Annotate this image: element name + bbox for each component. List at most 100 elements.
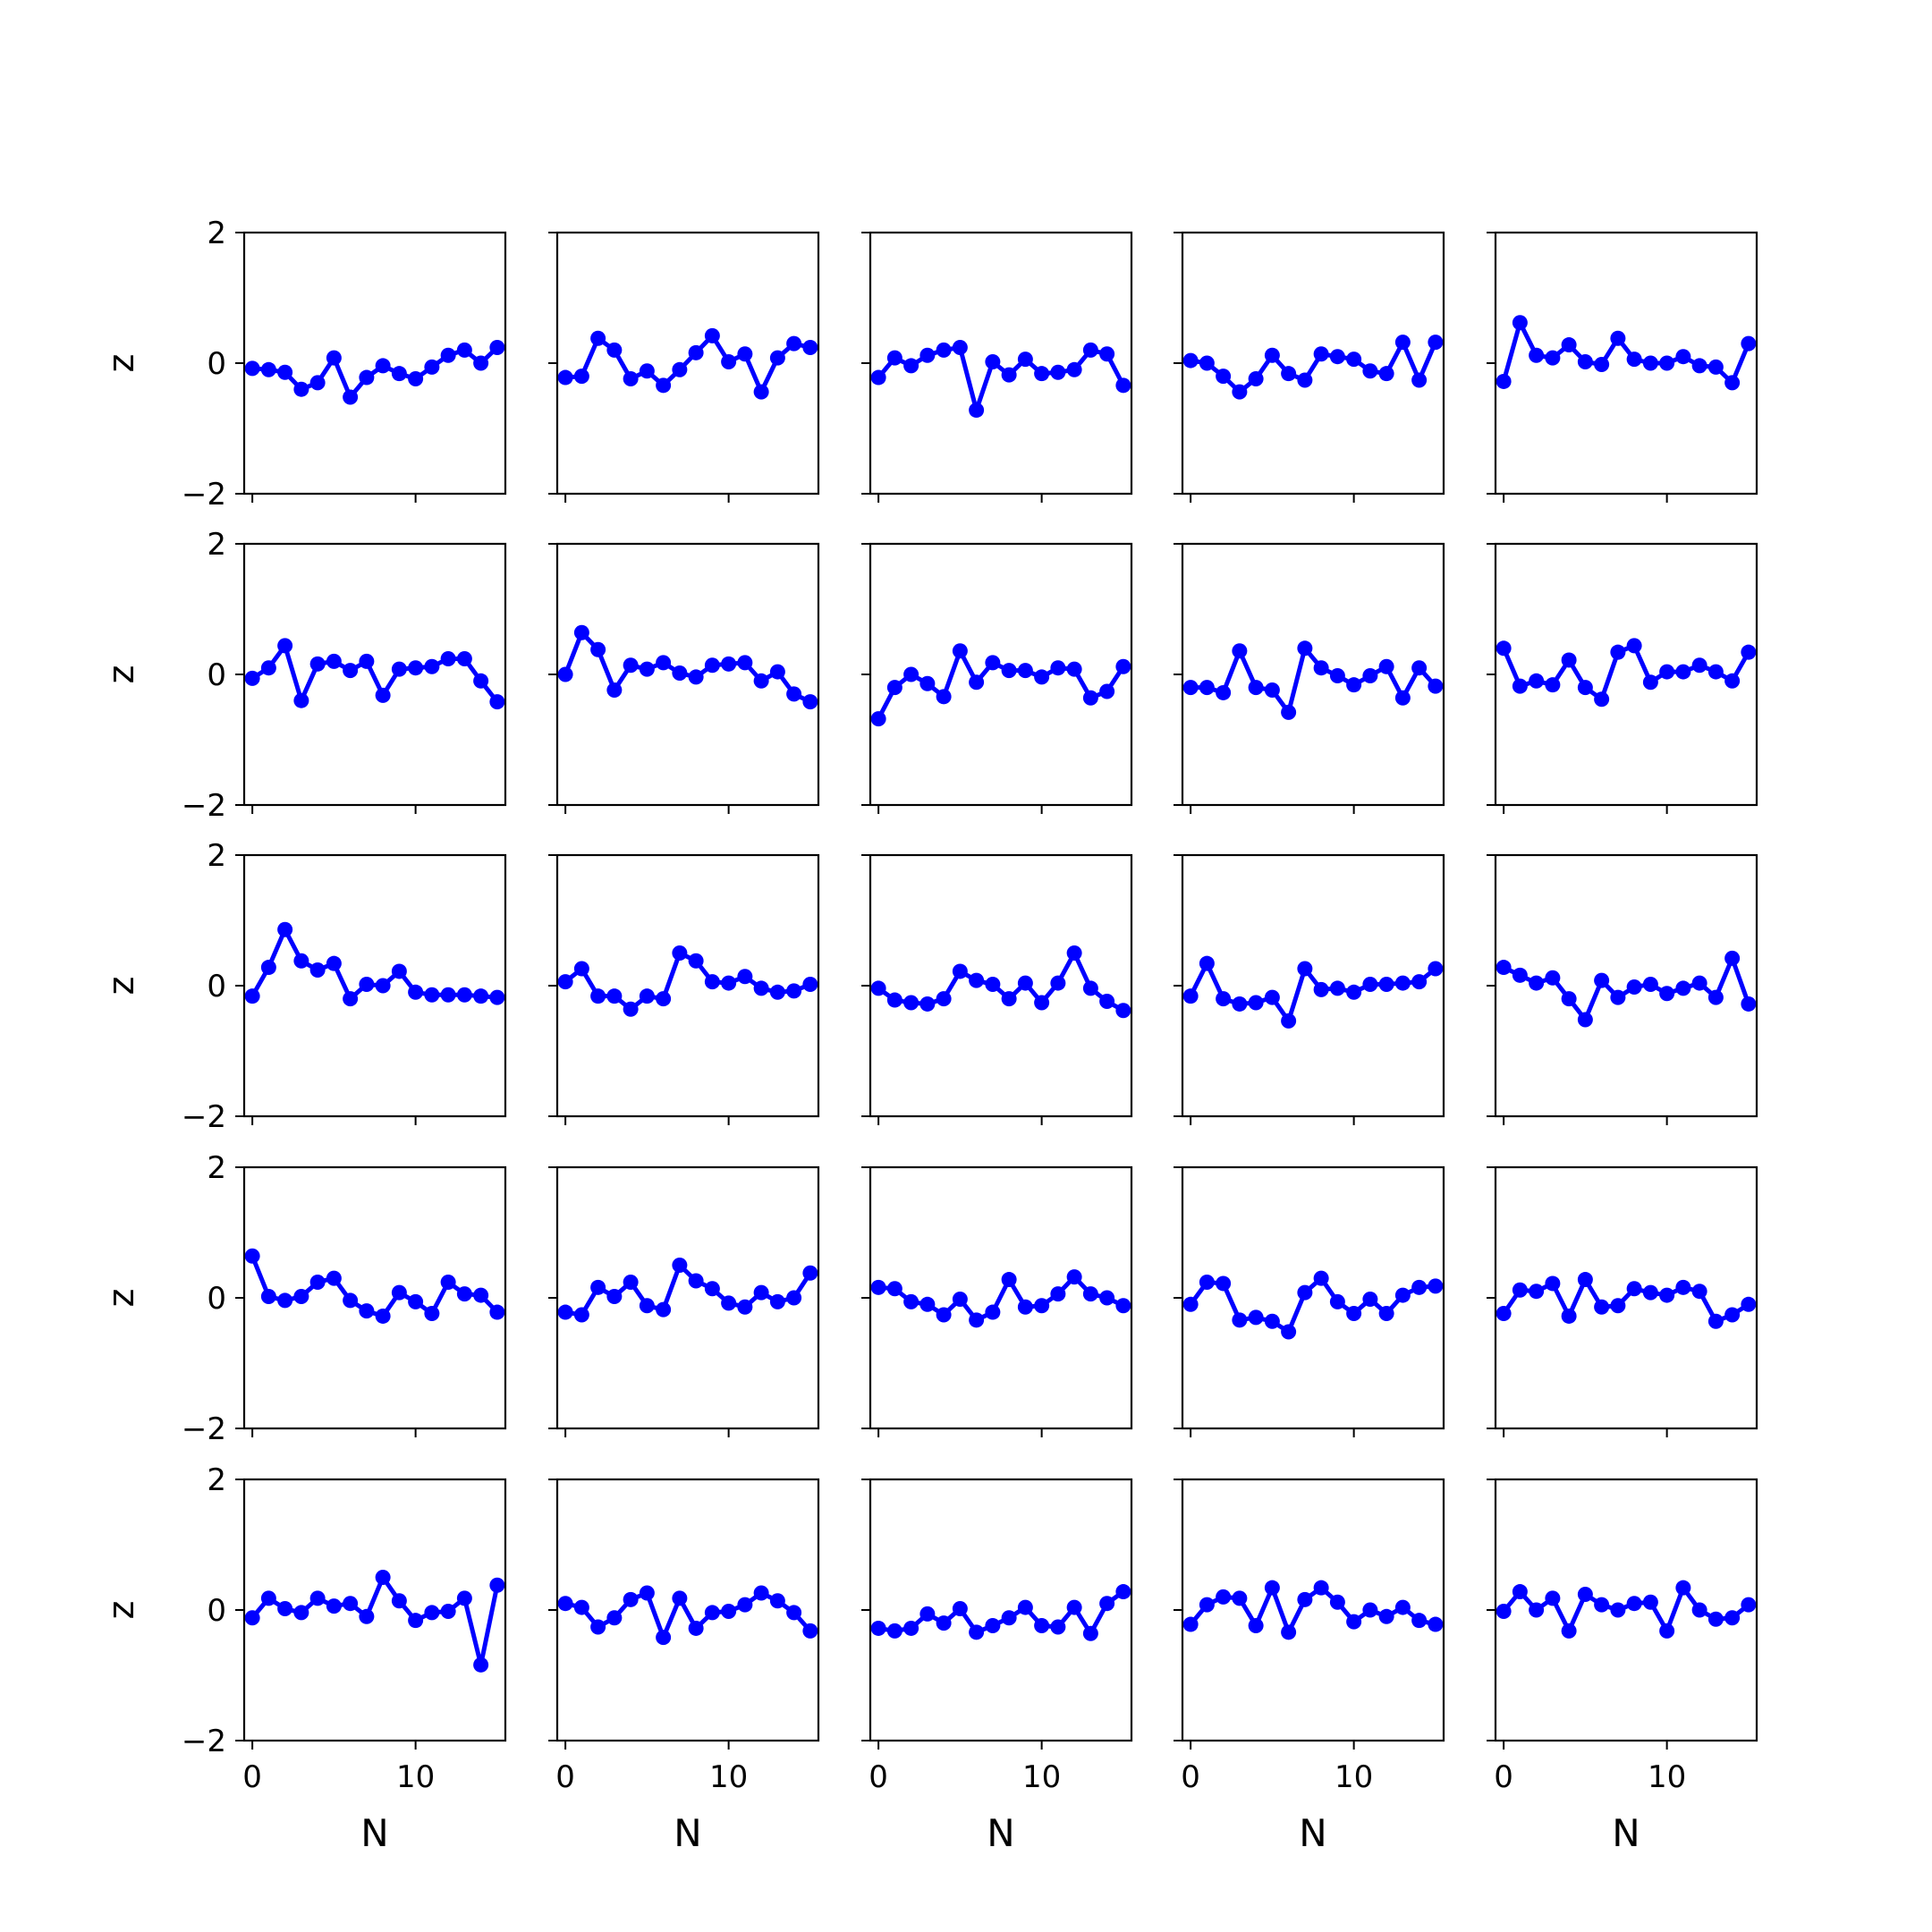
data-point xyxy=(1626,1596,1642,1612)
data-point xyxy=(1642,355,1658,371)
data-point xyxy=(1050,1619,1066,1635)
data-point xyxy=(1017,975,1033,991)
data-point xyxy=(704,657,720,674)
data-point xyxy=(343,1292,359,1309)
axes-frame xyxy=(869,542,1133,807)
panel-1-4 xyxy=(1174,231,1445,503)
data-point xyxy=(1362,977,1378,993)
data-point xyxy=(688,1620,704,1636)
data-point xyxy=(456,1590,472,1606)
data-point xyxy=(326,1270,342,1286)
data-point xyxy=(985,1304,1001,1320)
data-point xyxy=(886,680,902,696)
y-axis-label: z xyxy=(101,1289,142,1308)
data-point xyxy=(391,963,407,979)
data-point xyxy=(1313,346,1329,362)
data-point xyxy=(1394,1287,1411,1303)
data-point xyxy=(919,675,936,691)
series-line xyxy=(250,927,500,1002)
data-point xyxy=(1411,660,1428,676)
data-point xyxy=(1610,989,1626,1005)
data-point xyxy=(1248,1618,1264,1634)
y-tick-label: −2 xyxy=(182,1099,226,1135)
data-point xyxy=(359,369,375,386)
panel-2-1: −2 0 2 z xyxy=(101,527,507,824)
data-point xyxy=(1626,638,1642,654)
data-point xyxy=(1577,1012,1593,1028)
data-point xyxy=(969,972,985,988)
data-point xyxy=(489,339,505,355)
data-point xyxy=(573,961,589,977)
data-point xyxy=(391,366,407,382)
data-point xyxy=(1626,352,1642,368)
data-point xyxy=(870,1279,886,1295)
data-point xyxy=(326,350,342,366)
data-point xyxy=(1741,996,1757,1012)
y-tick-label: −2 xyxy=(182,1411,226,1447)
data-point xyxy=(623,1591,639,1607)
data-point xyxy=(1428,961,1444,977)
data-point xyxy=(1297,640,1313,657)
data-point xyxy=(1281,1624,1297,1640)
data-point xyxy=(1691,358,1707,374)
data-point xyxy=(1248,1309,1264,1326)
data-point xyxy=(1017,352,1033,368)
data-point xyxy=(277,1292,293,1309)
data-point xyxy=(293,381,309,397)
data-point xyxy=(639,1585,655,1601)
data-point xyxy=(1577,1586,1593,1602)
data-point xyxy=(1099,1290,1115,1306)
data-point xyxy=(1529,1284,1545,1300)
data-point xyxy=(1724,950,1741,966)
data-point xyxy=(786,686,802,702)
x-tick-label: 0 xyxy=(1181,1759,1200,1795)
data-point xyxy=(721,1603,737,1619)
series-line xyxy=(563,1590,813,1640)
data-point xyxy=(704,327,720,343)
data-point xyxy=(343,1596,359,1612)
data-point xyxy=(753,1585,769,1601)
data-point xyxy=(293,1605,309,1621)
x-axis-label: N xyxy=(674,1811,701,1855)
data-point xyxy=(769,664,785,680)
data-point xyxy=(1691,657,1707,674)
data-point xyxy=(1642,674,1658,691)
data-point xyxy=(1561,1308,1577,1324)
data-point xyxy=(672,361,688,377)
data-point xyxy=(1741,335,1757,352)
data-point xyxy=(489,1304,505,1320)
data-point xyxy=(590,1279,606,1295)
series-line xyxy=(563,1263,813,1318)
data-point xyxy=(639,661,655,677)
data-point xyxy=(1675,1279,1691,1295)
data-point xyxy=(260,1590,276,1606)
data-point xyxy=(1199,1597,1215,1613)
data-point xyxy=(473,673,489,689)
data-point xyxy=(440,987,456,1003)
y-tick-label: 0 xyxy=(207,969,226,1004)
x-axis-label: N xyxy=(360,1811,388,1855)
data-point xyxy=(1545,1275,1561,1292)
data-point xyxy=(1362,667,1378,683)
data-point xyxy=(753,1284,769,1301)
data-point xyxy=(802,1265,818,1281)
data-point xyxy=(721,975,737,991)
data-point xyxy=(786,1605,802,1621)
data-point xyxy=(1707,664,1724,680)
data-point xyxy=(293,953,309,969)
data-point xyxy=(1313,1580,1329,1596)
data-point xyxy=(1264,1580,1280,1596)
data-point xyxy=(1082,690,1098,706)
data-point xyxy=(309,1590,326,1606)
data-point xyxy=(277,921,293,937)
data-point xyxy=(870,711,886,727)
data-point xyxy=(260,1289,276,1305)
data-point xyxy=(672,665,688,682)
axes-frame xyxy=(242,853,507,1118)
data-point xyxy=(1034,1618,1050,1634)
data-point xyxy=(1346,1306,1362,1322)
data-point xyxy=(704,1281,720,1297)
data-point xyxy=(1248,371,1264,387)
data-point xyxy=(557,369,573,386)
